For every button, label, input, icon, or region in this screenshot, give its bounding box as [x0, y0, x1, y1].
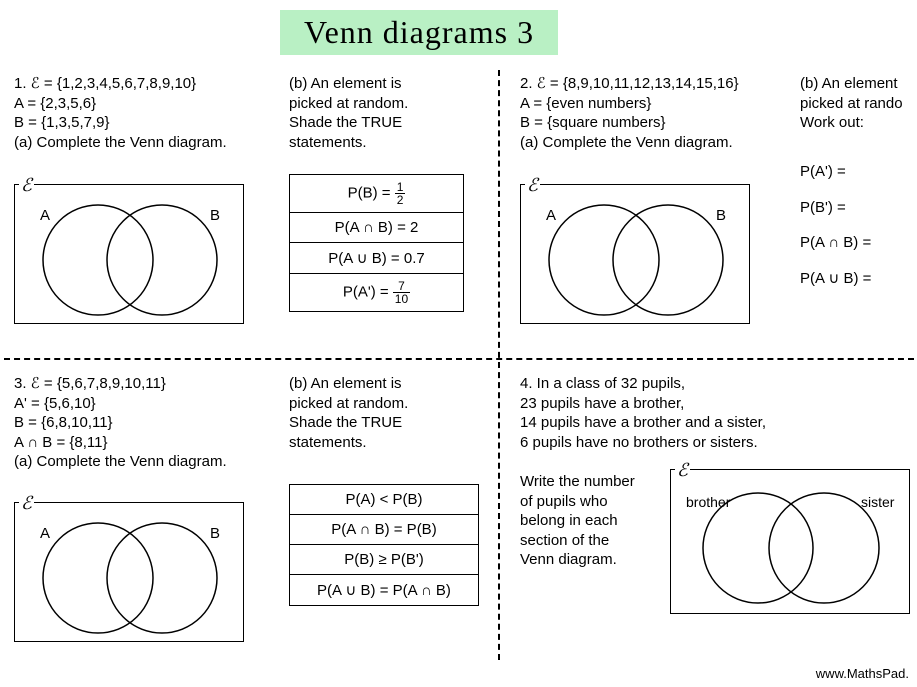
q2-venn: ℰ A B [520, 184, 750, 324]
intro-line: (b) An element is [289, 374, 408, 394]
q2-b-intro: (b) An element picked at rando Work out: [800, 74, 903, 133]
intro-line: picked at random. [289, 94, 408, 114]
set-a-label: A [546, 207, 556, 224]
q3-line: A ∩ B = {8,11} [14, 433, 227, 453]
q1-text: 1. ℰ = {1,2,3,4,5,6,7,8,9,10} A = {2,3,5… [14, 74, 227, 152]
q4-line: 14 pupils have a brother and a sister, [520, 413, 766, 433]
q2-line: A = {even numbers} [520, 94, 739, 114]
q1-line: 1. ℰ = {1,2,3,4,5,6,7,8,9,10} [14, 74, 227, 94]
task-line: Venn diagram. [520, 550, 650, 570]
q3-line: (a) Complete the Venn diagram. [14, 452, 227, 472]
question-3: 3. ℰ = {5,6,7,8,9,10,11} A' = {5,6,10} B… [14, 374, 494, 664]
task-line: Write the number [520, 472, 650, 492]
statement-row[interactable]: P(A') = 710 [290, 274, 463, 311]
workout-line[interactable]: P(A') = [800, 162, 871, 182]
q3-line: B = {6,8,10,11} [14, 413, 227, 433]
venn-svg: A B [526, 190, 746, 320]
statement-row[interactable]: P(A ∩ B) = P(B) [290, 515, 478, 545]
statement-row[interactable]: P(A ∩ B) = 2 [290, 213, 463, 243]
q1-line: A = {2,3,5,6} [14, 94, 227, 114]
q1-b-intro: (b) An element is picked at random. Shad… [289, 74, 408, 152]
q3-line: 3. ℰ = {5,6,7,8,9,10,11} [14, 374, 227, 394]
intro-line: Work out: [800, 113, 903, 133]
statement-row[interactable]: P(B) = 12 [290, 175, 463, 213]
q4-venn: ℰ brother sister [670, 469, 910, 614]
intro-line: (b) An element [800, 74, 903, 94]
q3-statements: P(A) < P(B) P(A ∩ B) = P(B) P(B) ≥ P(B')… [289, 484, 479, 606]
task-line: belong in each [520, 511, 650, 531]
workout-line[interactable]: P(B') = [800, 198, 871, 218]
venn-svg: brother sister [676, 475, 906, 610]
intro-line: statements. [289, 433, 408, 453]
divider-horizontal [4, 358, 914, 360]
set-b-label: B [716, 207, 726, 224]
question-1: 1. ℰ = {1,2,3,4,5,6,7,8,9,10} A = {2,3,5… [14, 74, 494, 354]
set-a-label: A [40, 525, 50, 542]
workout-line[interactable]: P(A ∩ B) = [800, 233, 871, 253]
divider-vertical [498, 70, 500, 660]
venn-svg: A B [20, 508, 240, 638]
q3-text: 3. ℰ = {5,6,7,8,9,10,11} A' = {5,6,10} B… [14, 374, 227, 472]
q1-venn: ℰ A B [14, 184, 244, 324]
venn-svg: A B [20, 190, 240, 320]
page-title: Venn diagrams 3 [280, 10, 558, 55]
intro-line: picked at random. [289, 394, 408, 414]
statement-row[interactable]: P(B) ≥ P(B') [290, 545, 478, 575]
task-line: of pupils who [520, 492, 650, 512]
question-2: 2. ℰ = {8,9,10,11,12,13,14,15,16} A = {e… [520, 74, 917, 354]
task-line: section of the [520, 531, 650, 551]
statement-row[interactable]: P(A ∪ B) = P(A ∩ B) [290, 575, 478, 605]
footer-credit: www.MathsPad. [816, 666, 909, 681]
set-a-label: A [40, 207, 50, 224]
q1-statements: P(B) = 12 P(A ∩ B) = 2 P(A ∪ B) = 0.7 P(… [289, 174, 464, 312]
q2-workout: P(A') = P(B') = P(A ∩ B) = P(A ∪ B) = [800, 162, 871, 288]
q4-text: 4. In a class of 32 pupils, 23 pupils ha… [520, 374, 766, 452]
q4-line: 4. In a class of 32 pupils, [520, 374, 766, 394]
q2-line: 2. ℰ = {8,9,10,11,12,13,14,15,16} [520, 74, 739, 94]
q2-line: (a) Complete the Venn diagram. [520, 133, 739, 153]
q2-line: B = {square numbers} [520, 113, 739, 133]
q4-task: Write the number of pupils who belong in… [520, 472, 650, 570]
intro-line: Shade the TRUE [289, 413, 408, 433]
question-4: 4. In a class of 32 pupils, 23 pupils ha… [520, 374, 917, 664]
intro-line: picked at rando [800, 94, 903, 114]
set-b-label: B [210, 525, 220, 542]
q1-line: B = {1,3,5,7,9} [14, 113, 227, 133]
statement-row[interactable]: P(A ∪ B) = 0.7 [290, 243, 463, 274]
statement-row[interactable]: P(A) < P(B) [290, 485, 478, 515]
intro-line: statements. [289, 133, 408, 153]
q4-line: 6 pupils have no brothers or sisters. [520, 433, 766, 453]
intro-line: (b) An element is [289, 74, 408, 94]
set-b-label: B [210, 207, 220, 224]
q2-text: 2. ℰ = {8,9,10,11,12,13,14,15,16} A = {e… [520, 74, 739, 152]
q3-b-intro: (b) An element is picked at random. Shad… [289, 374, 408, 452]
set-brother-label: brother [686, 494, 731, 510]
q1-line: (a) Complete the Venn diagram. [14, 133, 227, 153]
q3-line: A' = {5,6,10} [14, 394, 227, 414]
q4-line: 23 pupils have a brother, [520, 394, 766, 414]
intro-line: Shade the TRUE [289, 113, 408, 133]
set-sister-label: sister [861, 494, 895, 510]
q3-venn: ℰ A B [14, 502, 244, 642]
workout-line[interactable]: P(A ∪ B) = [800, 269, 871, 289]
